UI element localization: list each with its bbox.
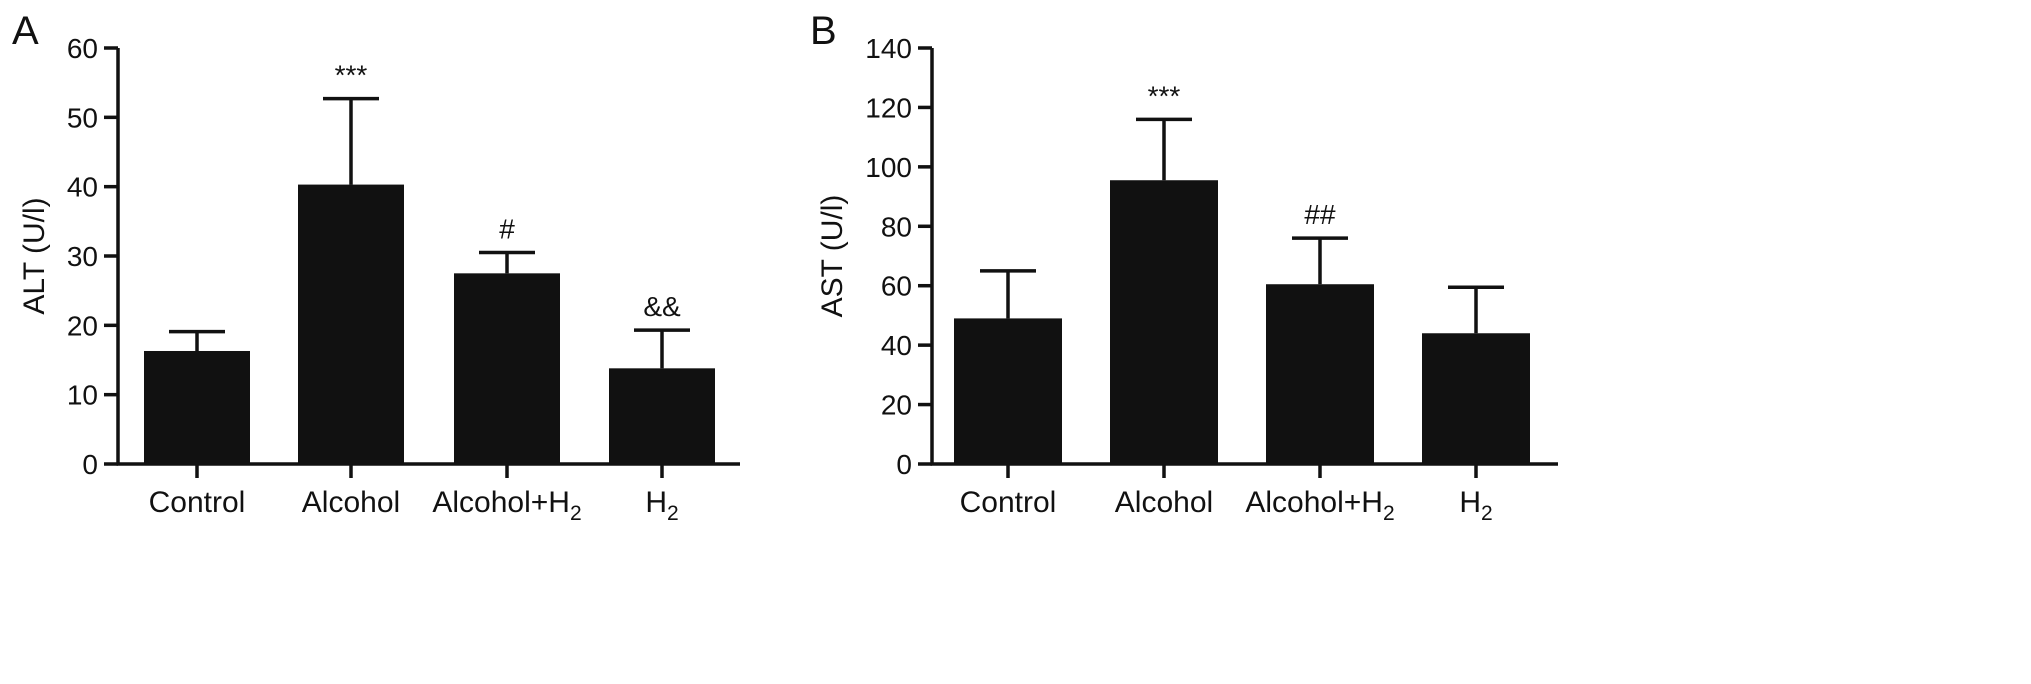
x-tick-label: Alcohol+H2 [1245, 486, 1394, 525]
y-axis-label: ALT (U/l) [18, 197, 51, 314]
significance-label: # [499, 214, 515, 245]
y-tick-label: 40 [67, 172, 98, 203]
x-tick-label: Alcohol [1115, 486, 1213, 519]
bar [1110, 180, 1218, 464]
y-tick-label: 30 [67, 241, 98, 272]
y-tick-label: 140 [865, 33, 912, 64]
y-tick-label: 120 [865, 92, 912, 123]
y-tick-label: 40 [881, 330, 912, 361]
x-tick-label: Alcohol [302, 486, 400, 519]
y-tick-label: 50 [67, 102, 98, 133]
bar [144, 350, 250, 464]
x-tick-label: Control [960, 486, 1057, 519]
y-tick-label: 20 [67, 310, 98, 341]
bar [298, 184, 404, 464]
bar [954, 318, 1062, 464]
panel-label: B [810, 9, 837, 53]
significance-label: *** [335, 60, 368, 91]
y-tick-label: 10 [67, 380, 98, 411]
y-tick-label: 80 [881, 211, 912, 242]
panel-b: B AST (U/l) 0 20 40 60 80 100 120 140 Control *** Al… [810, 9, 1558, 525]
x-tick-label: Control [149, 486, 246, 519]
significance-label: ## [1304, 199, 1336, 230]
y-tick-label: 0 [896, 449, 912, 480]
x-tick-label: Alcohol+H2 [432, 486, 581, 525]
significance-label: && [643, 291, 681, 322]
x-tick-label: H2 [645, 486, 678, 525]
y-tick-label: 60 [881, 271, 912, 302]
significance-label: *** [1148, 80, 1181, 111]
bar [1266, 284, 1374, 464]
y-tick-label: 20 [881, 390, 912, 421]
bar [454, 273, 560, 464]
y-tick-label: 100 [865, 152, 912, 183]
y-tick-label: 0 [82, 449, 98, 480]
panel-a: A ALT (U/l) 0 10 20 30 40 50 60 Control *** Alcohol… [12, 9, 740, 525]
y-tick-label: 60 [67, 33, 98, 64]
bar [1422, 333, 1530, 464]
panel-label: A [12, 9, 39, 53]
bar [609, 368, 715, 464]
x-tick-label: H2 [1459, 486, 1492, 525]
y-axis-label: AST (U/l) [816, 195, 849, 318]
